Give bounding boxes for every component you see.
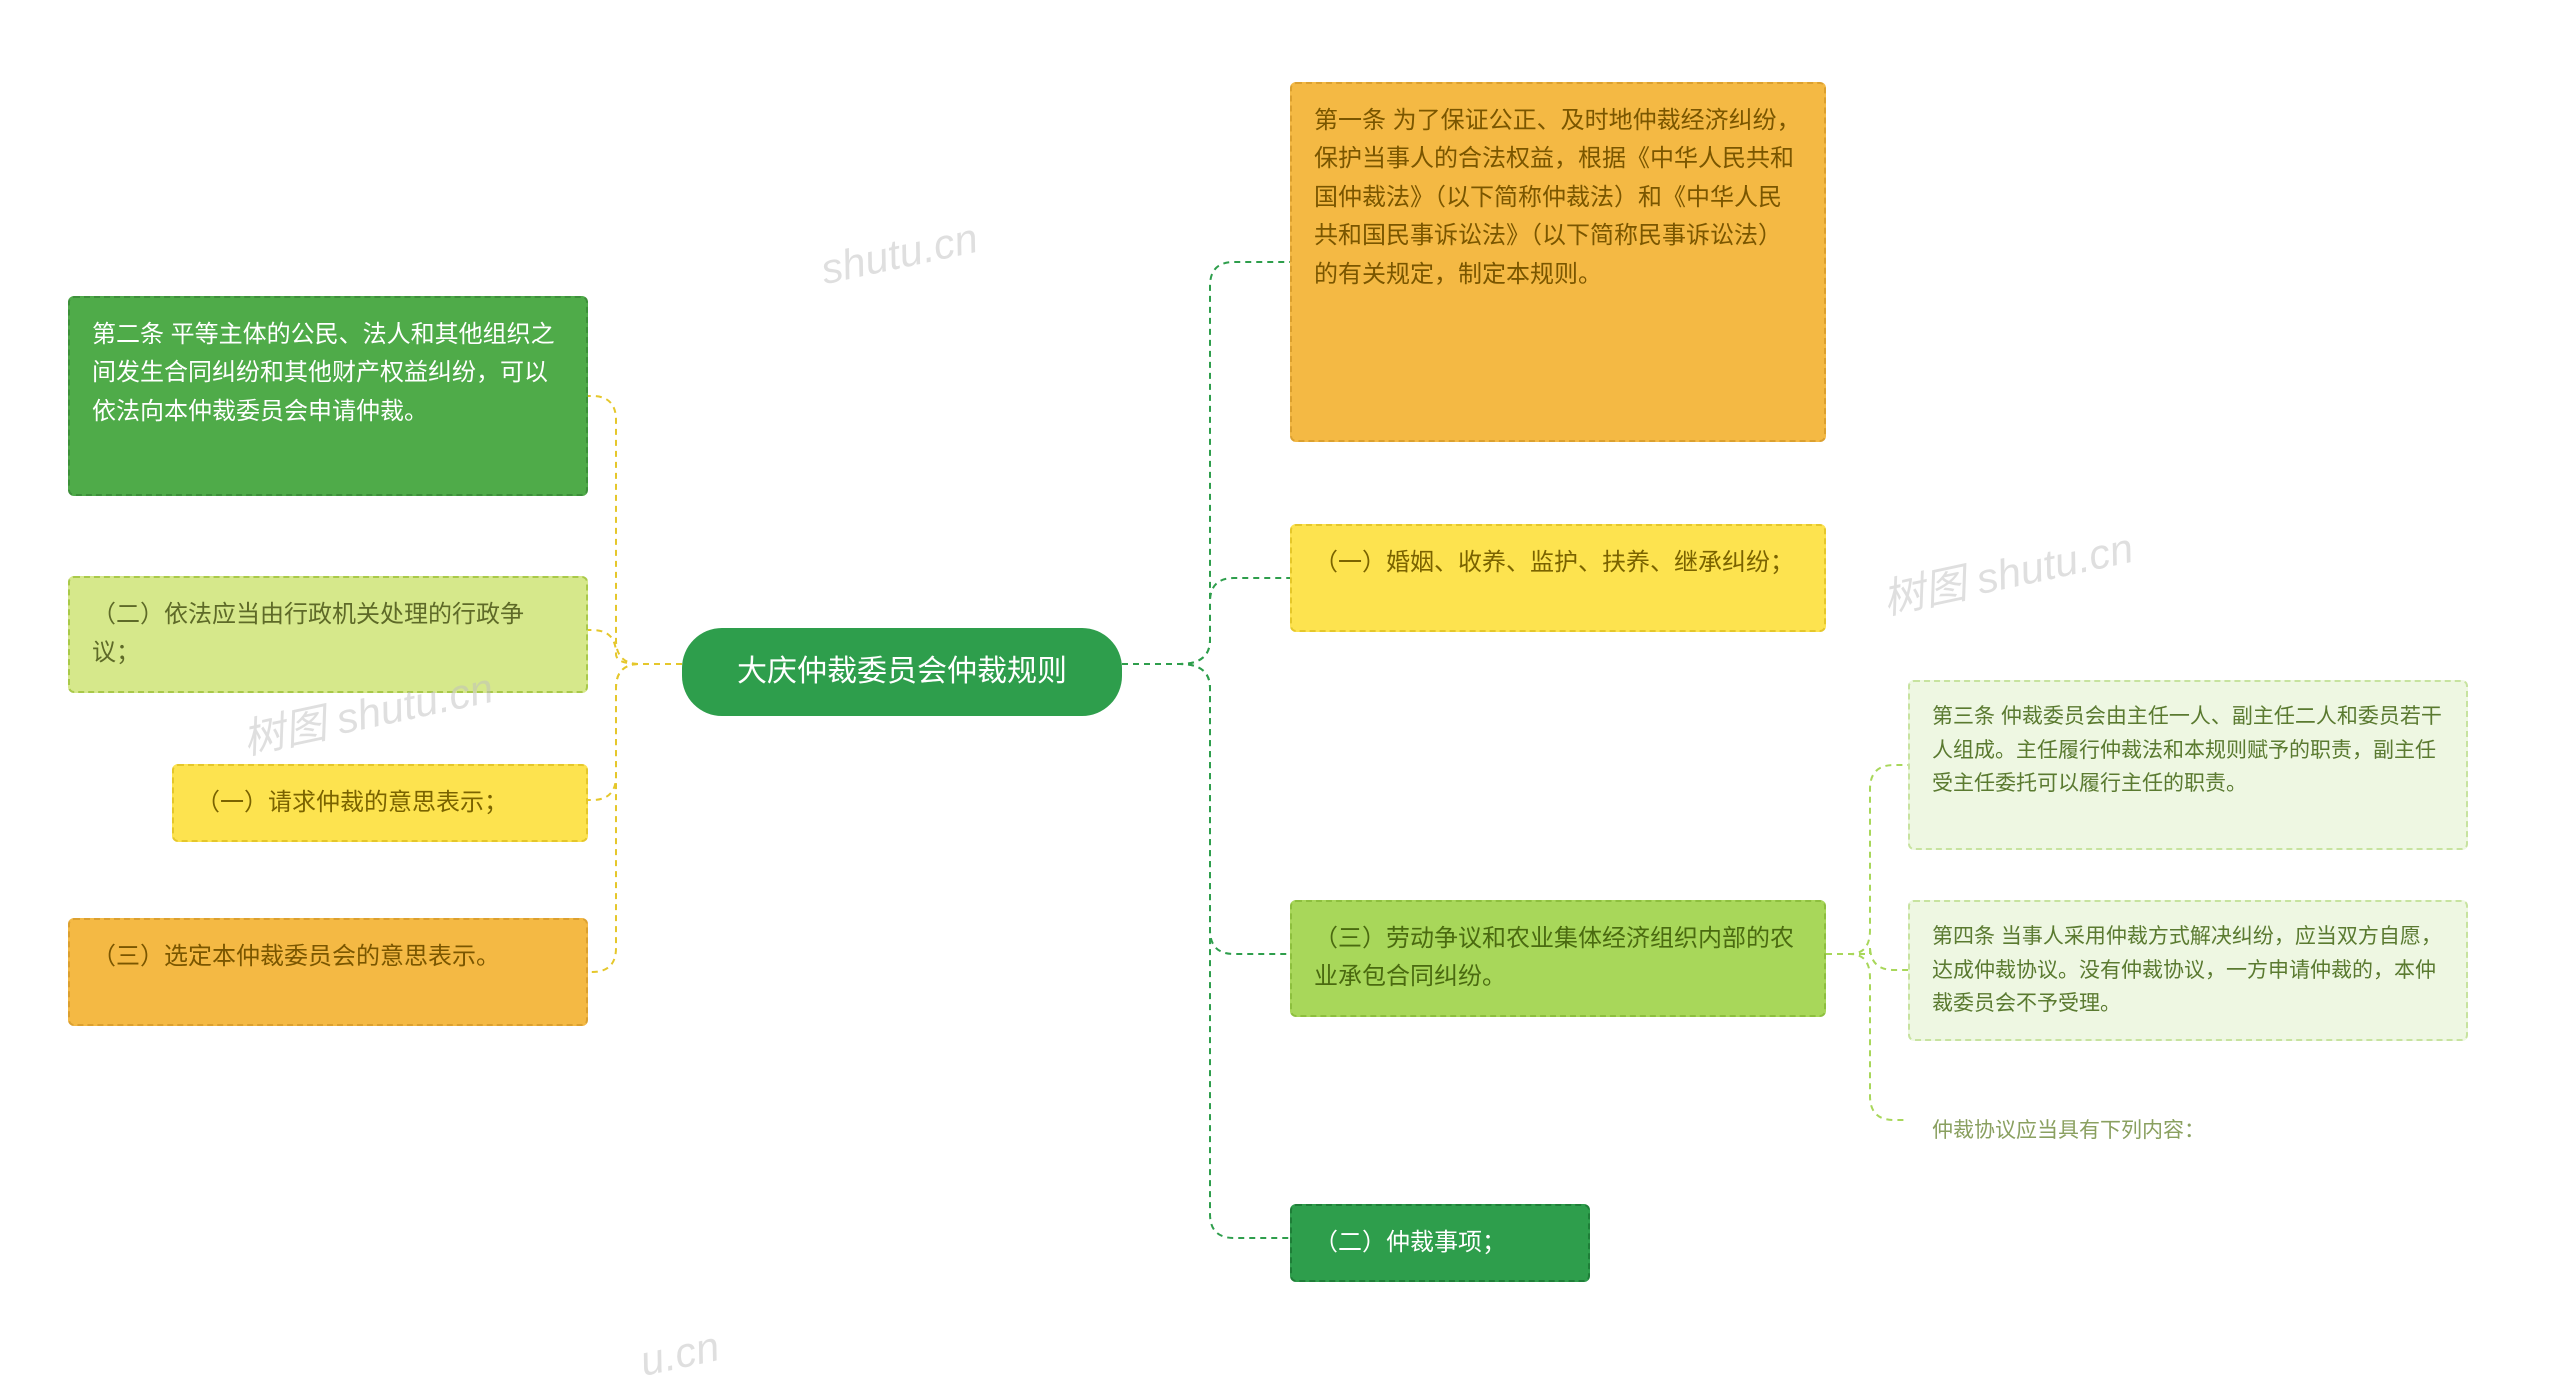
watermark-3: u.cn xyxy=(636,1322,724,1385)
left-node-1[interactable]: （二）依法应当由行政机关处理的行政争议； xyxy=(68,576,588,693)
watermark-2: 树图 shutu.cn xyxy=(1876,514,2138,627)
right-node-1[interactable]: （一）婚姻、收养、监护、扶养、继承纠纷； xyxy=(1290,524,1826,632)
sub-node-2[interactable]: 仲裁协议应当具有下列内容： xyxy=(1908,1094,2308,1168)
sub-node-1[interactable]: 第四条 当事人采用仲裁方式解决纠纷，应当双方自愿，达成仲裁协议。没有仲裁协议，一… xyxy=(1908,900,2468,1041)
right-node-2[interactable]: （三）劳动争议和农业集体经济组织内部的农业承包合同纠纷。 xyxy=(1290,900,1826,1017)
watermark-0: shutu.cn xyxy=(817,214,982,294)
left-node-0[interactable]: 第二条 平等主体的公民、法人和其他组织之间发生合同纠纷和其他财产权益纠纷，可以依… xyxy=(68,296,588,496)
left-node-2[interactable]: （一）请求仲裁的意思表示； xyxy=(172,764,588,842)
right-node-3[interactable]: （二）仲裁事项； xyxy=(1290,1204,1590,1282)
left-node-3[interactable]: （三）选定本仲裁委员会的意思表示。 xyxy=(68,918,588,1026)
sub-node-0[interactable]: 第三条 仲裁委员会由主任一人、副主任二人和委员若干人组成。主任履行仲裁法和本规则… xyxy=(1908,680,2468,850)
right-node-0[interactable]: 第一条 为了保证公正、及时地仲裁经济纠纷，保护当事人的合法权益，根据《中华人民共… xyxy=(1290,82,1826,442)
center-node[interactable]: 大庆仲裁委员会仲裁规则 xyxy=(682,628,1122,716)
